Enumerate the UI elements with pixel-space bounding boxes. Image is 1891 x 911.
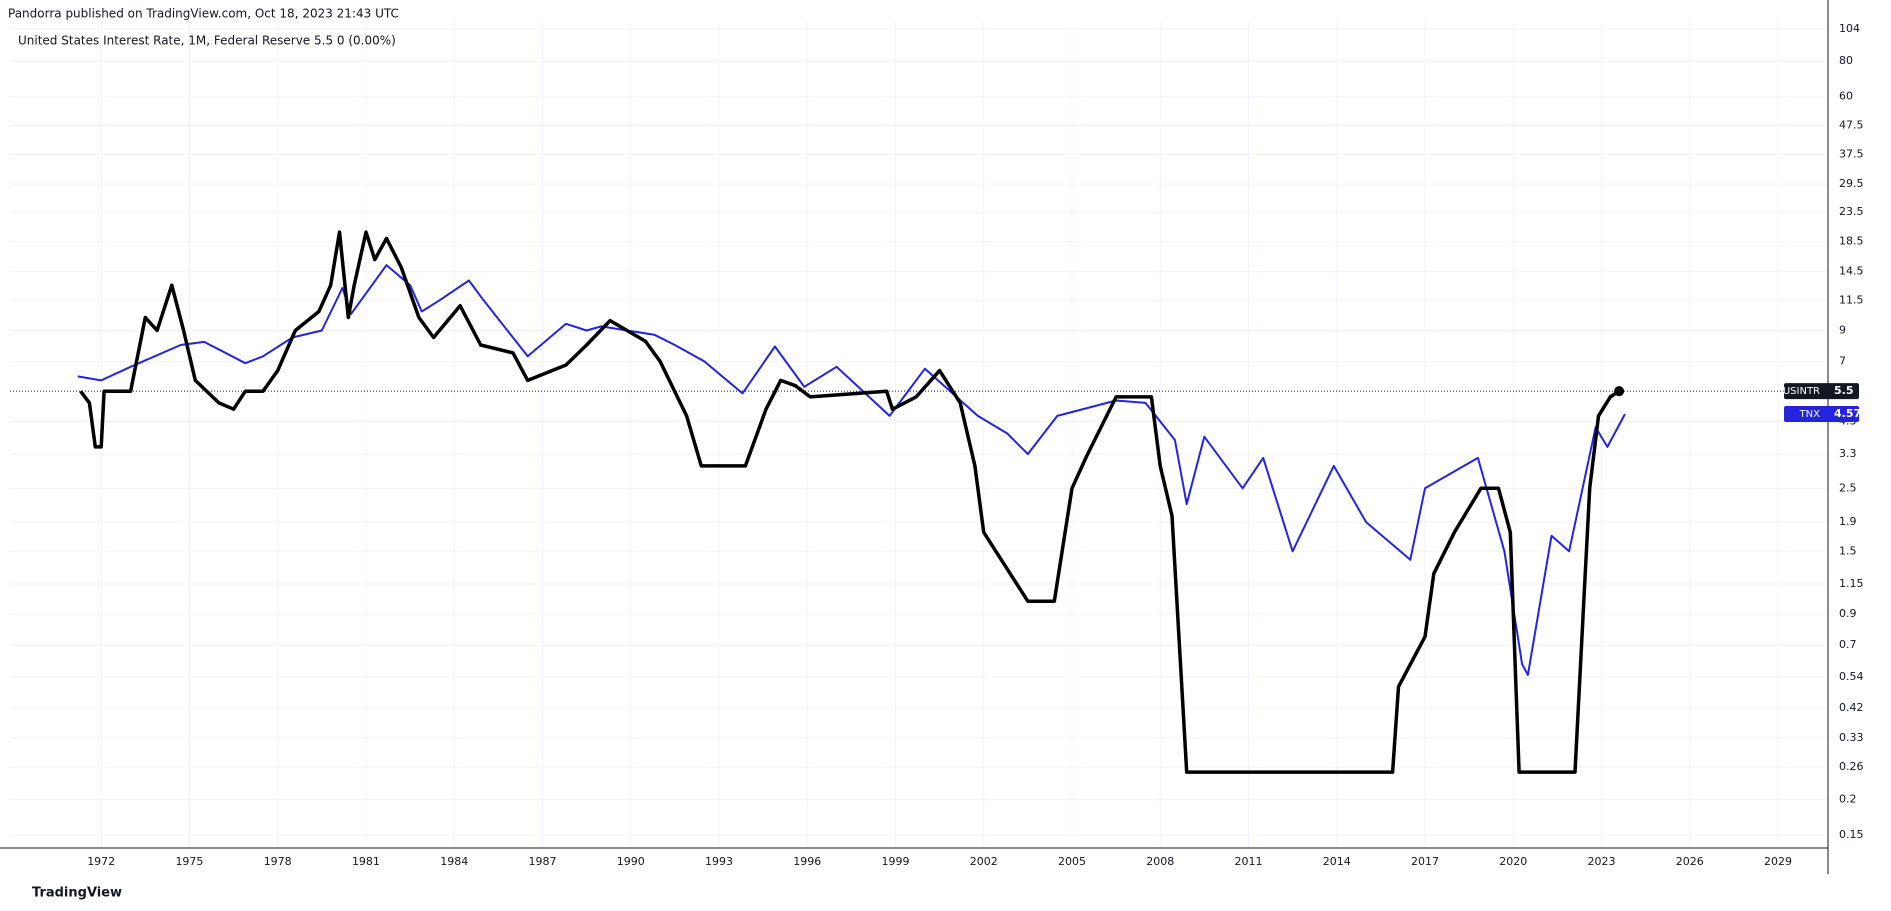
x-tick-label: 1975	[175, 855, 203, 868]
y-tick-label: 0.2	[1839, 793, 1857, 806]
y-tick-label: 1.15	[1839, 577, 1864, 590]
y-tick-label: 2.5	[1839, 481, 1857, 494]
y-tick-label: 0.7	[1839, 638, 1857, 651]
price-tag-name: TNX	[1799, 409, 1821, 420]
y-tick-label: 9	[1839, 323, 1846, 336]
x-tick-label: 1978	[264, 855, 292, 868]
x-tick-label: 1999	[881, 855, 909, 868]
x-tick-label: 2029	[1764, 855, 1792, 868]
x-tick-label: 2008	[1146, 855, 1174, 868]
y-tick-label: 104	[1839, 22, 1860, 35]
series-line	[79, 230, 1621, 774]
x-tick-label: 1987	[528, 855, 556, 868]
y-tick-label: 11.5	[1839, 293, 1864, 306]
x-tick-label: 2014	[1323, 855, 1351, 868]
x-tick-label: 1972	[87, 855, 115, 868]
x-tick-label: 1993	[705, 855, 733, 868]
x-tick-label: 2002	[970, 855, 998, 868]
x-tick-label: 1990	[617, 855, 645, 868]
x-tick-label: 2020	[1499, 855, 1527, 868]
y-tick-label: 23.5	[1839, 205, 1864, 218]
y-tick-label: 0.9	[1839, 607, 1857, 620]
y-tick-label: 0.15	[1839, 828, 1864, 841]
y-tick-label: 60	[1839, 90, 1853, 103]
y-tick-label: 14.5	[1839, 265, 1864, 278]
x-tick-label: 1996	[793, 855, 821, 868]
x-tick-label: 2026	[1676, 855, 1704, 868]
series-line	[77, 264, 1626, 676]
x-tick-label: 2017	[1411, 855, 1439, 868]
y-tick-label: 1.9	[1839, 515, 1857, 528]
y-tick-label: 0.33	[1839, 731, 1864, 744]
y-tick-label: 1.5	[1839, 544, 1857, 557]
price-tag-name: USINTR	[1783, 386, 1820, 397]
y-tick-label: 29.5	[1839, 177, 1864, 190]
y-tick-label: 3.3	[1839, 447, 1857, 460]
x-tick-label: 1984	[440, 855, 468, 868]
y-tick-label: 0.42	[1839, 701, 1864, 714]
price-tag-value: 5.5	[1834, 384, 1854, 397]
y-tick-label: 0.26	[1839, 760, 1864, 773]
y-tick-label: 7	[1839, 354, 1846, 367]
brand: TradingView	[32, 886, 122, 901]
price-tag	[1784, 383, 1859, 400]
y-tick-label: 37.5	[1839, 148, 1864, 161]
x-tick-label: 2023	[1587, 855, 1615, 868]
y-tick-label: 80	[1839, 54, 1853, 67]
x-tick-label: 2005	[1058, 855, 1086, 868]
y-tick-label: 18.5	[1839, 235, 1864, 248]
y-tick-label: 47.5	[1839, 118, 1864, 131]
price-tag-value: 4.57	[1834, 407, 1861, 420]
x-tick-label: 1981	[352, 855, 380, 868]
published-note: Pandorra published on TradingView.com, O…	[8, 7, 399, 21]
x-tick-label: 2011	[1234, 855, 1262, 868]
price-tag	[1784, 405, 1859, 422]
chart-legend: United States Interest Rate, 1M, Federal…	[18, 34, 396, 48]
last-value-dot	[1614, 386, 1625, 397]
y-tick-label: 0.54	[1839, 670, 1864, 683]
